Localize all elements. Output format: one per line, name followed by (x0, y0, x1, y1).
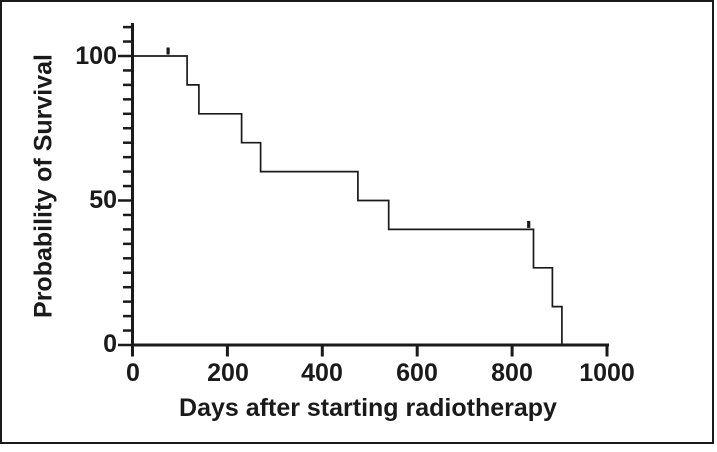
figure-border-frame (0, 0, 714, 444)
x-tick-label-400: 400 (301, 359, 343, 387)
y-tick-label-100: 100 (75, 42, 117, 70)
x-tick-label-0: 0 (126, 359, 140, 387)
x-tick-label-800: 800 (491, 359, 533, 387)
y-axis-title: Probability of Survival (29, 54, 58, 318)
x-tick-label-200: 200 (207, 359, 249, 387)
survival-step-line (132, 55, 563, 345)
x-axis-title: Days after starting radiotherapy (179, 394, 557, 422)
y-tick-label-50: 50 (89, 186, 117, 214)
y-tick-label-0: 0 (103, 330, 117, 358)
x-tick-label-600: 600 (396, 359, 438, 387)
x-tick-label-1000: 1000 (579, 359, 635, 387)
